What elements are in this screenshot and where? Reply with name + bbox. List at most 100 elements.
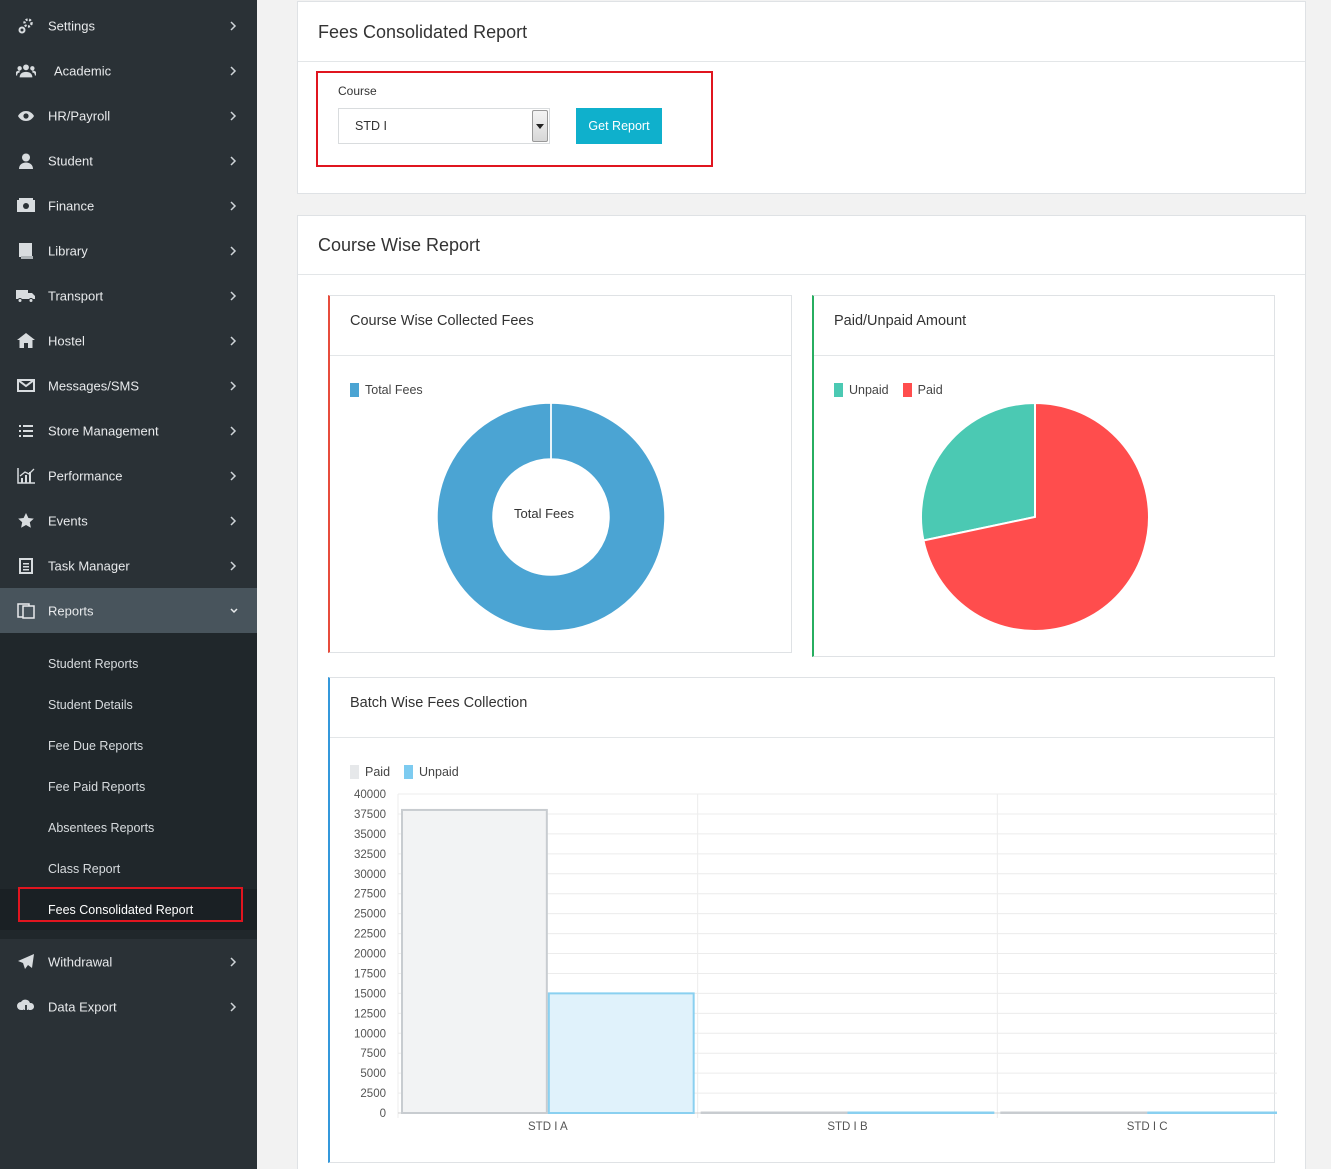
envelope-icon xyxy=(16,377,36,395)
reports-submenu: Student Reports Student Details Fee Due … xyxy=(0,633,257,939)
panel-divider xyxy=(298,61,1305,62)
pie-segment-unpaid[interactable] xyxy=(920,401,1036,542)
sidebar-item-transport[interactable]: Transport xyxy=(0,273,257,318)
panel-divider xyxy=(298,274,1305,275)
course-wise-collected-fees-card: Course Wise Collected Fees Total Fees To… xyxy=(328,295,792,653)
eye-icon xyxy=(16,107,36,125)
pie-chart xyxy=(920,401,1150,632)
filter-panel: Fees Consolidated Report xyxy=(297,1,1306,194)
paper-plane-icon xyxy=(16,953,36,971)
submenu-item-fee-due-reports[interactable]: Fee Due Reports xyxy=(48,738,144,753)
y-tick-label: 37500 xyxy=(354,809,386,821)
sidebar-item-label: Finance xyxy=(48,198,95,213)
sidebar-item-hostel[interactable]: Hostel xyxy=(0,318,257,363)
sidebar-item-academic[interactable]: Academic xyxy=(0,48,257,93)
sidebar-item-store-management[interactable]: Store Management xyxy=(0,408,257,453)
y-tick-label: 2500 xyxy=(360,1088,386,1100)
chart-icon xyxy=(16,467,36,485)
submenu-item-absentees-reports[interactable]: Absentees Reports xyxy=(48,820,155,835)
truck-icon xyxy=(16,287,36,305)
card-title: Batch Wise Fees Collection xyxy=(350,695,528,711)
money-icon xyxy=(16,197,36,215)
y-tick-label: 30000 xyxy=(354,869,386,881)
list-icon xyxy=(16,422,36,440)
star-icon xyxy=(16,512,36,530)
bar-unpaid-std-i-b[interactable] xyxy=(847,1111,995,1114)
card-divider xyxy=(330,737,1274,738)
sidebar-item-finance[interactable]: Finance xyxy=(0,183,257,228)
report-panel-title: Course Wise Report xyxy=(318,235,481,255)
sidebar-item-withdrawal[interactable]: Withdrawal xyxy=(0,939,257,984)
legend-swatch xyxy=(350,765,359,779)
doughnut-chart: Total Fees xyxy=(436,402,666,632)
sidebar-item-label: Hostel xyxy=(48,333,85,348)
legend-label: Paid xyxy=(365,765,391,779)
card-divider xyxy=(814,355,1274,356)
chevron-right-icon xyxy=(230,245,237,256)
chevron-right-icon xyxy=(230,470,237,481)
sidebar-item-label: Task Manager xyxy=(48,558,130,573)
sidebar-item-events[interactable]: Events xyxy=(0,498,257,543)
bar-paid-std-i-a[interactable] xyxy=(401,808,548,1114)
sidebar-item-label: Performance xyxy=(48,468,123,483)
gear-icon xyxy=(16,17,36,35)
chart-legend: Total Fees xyxy=(350,383,437,397)
legend-swatch xyxy=(834,383,843,397)
sidebar-item-library[interactable]: Library xyxy=(0,228,257,273)
sidebar-item-label: Store Management xyxy=(48,423,159,438)
y-tick-label: 25000 xyxy=(354,909,386,921)
legend-label: Paid xyxy=(917,383,943,397)
submenu-item-fees-consolidated-report[interactable]: Fees Consolidated Report xyxy=(0,889,257,930)
y-tick-label: 17500 xyxy=(354,968,386,980)
chevron-right-icon xyxy=(230,380,237,391)
bar-unpaid-std-i-a[interactable] xyxy=(547,992,695,1114)
chevron-right-icon xyxy=(230,335,237,346)
sidebar-item-task-manager[interactable]: Task Manager xyxy=(0,543,257,588)
paid-unpaid-amount-card: Paid/Unpaid Amount Unpaid Paid xyxy=(812,295,1275,657)
sidebar-item-label: Data Export xyxy=(48,999,117,1014)
sidebar-item-reports[interactable]: Reports xyxy=(0,588,257,633)
pie-segment-paid[interactable] xyxy=(922,401,1150,632)
course-select[interactable]: STD I xyxy=(338,108,550,144)
y-tick-label: 15000 xyxy=(354,988,386,1000)
card-title: Course Wise Collected Fees xyxy=(350,313,534,329)
doughnut-center-label: Total Fees xyxy=(514,506,574,521)
legend-label: Unpaid xyxy=(849,383,889,397)
legend-swatch xyxy=(350,383,359,397)
bar-paid-std-i-c[interactable] xyxy=(1000,1111,1148,1114)
y-tick-label: 10000 xyxy=(354,1028,386,1040)
course-label: Course xyxy=(338,84,377,98)
y-tick-label: 35000 xyxy=(354,829,386,841)
sidebar-item-label: Transport xyxy=(48,288,104,303)
legend-swatch xyxy=(902,383,912,397)
y-tick-label: 5000 xyxy=(360,1068,386,1080)
dropdown-arrow-icon[interactable] xyxy=(532,110,548,142)
doughnut-segment-total-fees[interactable] xyxy=(436,402,666,632)
course-select-value: STD I xyxy=(355,119,387,133)
submenu-item-student-details[interactable]: Student Details xyxy=(48,697,133,712)
y-tick-label: 32500 xyxy=(354,849,386,861)
sidebar-item-student[interactable]: Student xyxy=(0,138,257,183)
bar-unpaid-std-i-c[interactable] xyxy=(1147,1111,1277,1114)
sidebar-item-data-export[interactable]: Data Export xyxy=(0,984,257,1029)
sidebar-item-label: Messages/SMS xyxy=(48,378,140,393)
sidebar-item-label: Student xyxy=(48,153,93,168)
sidebar-item-settings[interactable]: Settings xyxy=(0,3,257,48)
submenu-item-class-report[interactable]: Class Report xyxy=(48,861,121,876)
chart-legend: Paid Unpaid xyxy=(350,765,473,779)
batch-wise-fees-collection-card: Batch Wise Fees Collection Paid Unpaid 0… xyxy=(328,677,1277,1163)
chevron-right-icon xyxy=(230,200,237,211)
task-icon xyxy=(16,557,36,575)
submenu-item-fee-paid-reports[interactable]: Fee Paid Reports xyxy=(48,779,146,794)
submenu-item-student-reports[interactable]: Student Reports xyxy=(48,656,139,671)
y-tick-label: 0 xyxy=(380,1108,386,1120)
y-tick-label: 12500 xyxy=(354,1008,386,1020)
book-icon xyxy=(16,242,36,260)
x-tick-label: STD I C xyxy=(1127,1121,1168,1133)
sidebar-item-messages-sms[interactable]: Messages/SMS xyxy=(0,363,257,408)
get-report-button[interactable]: Get Report xyxy=(576,108,662,144)
y-tick-label: 27500 xyxy=(354,889,386,901)
bar-paid-std-i-b[interactable] xyxy=(700,1111,848,1114)
sidebar-item-hr-payroll[interactable]: HR/Payroll xyxy=(0,93,257,138)
sidebar-item-performance[interactable]: Performance xyxy=(0,453,257,498)
